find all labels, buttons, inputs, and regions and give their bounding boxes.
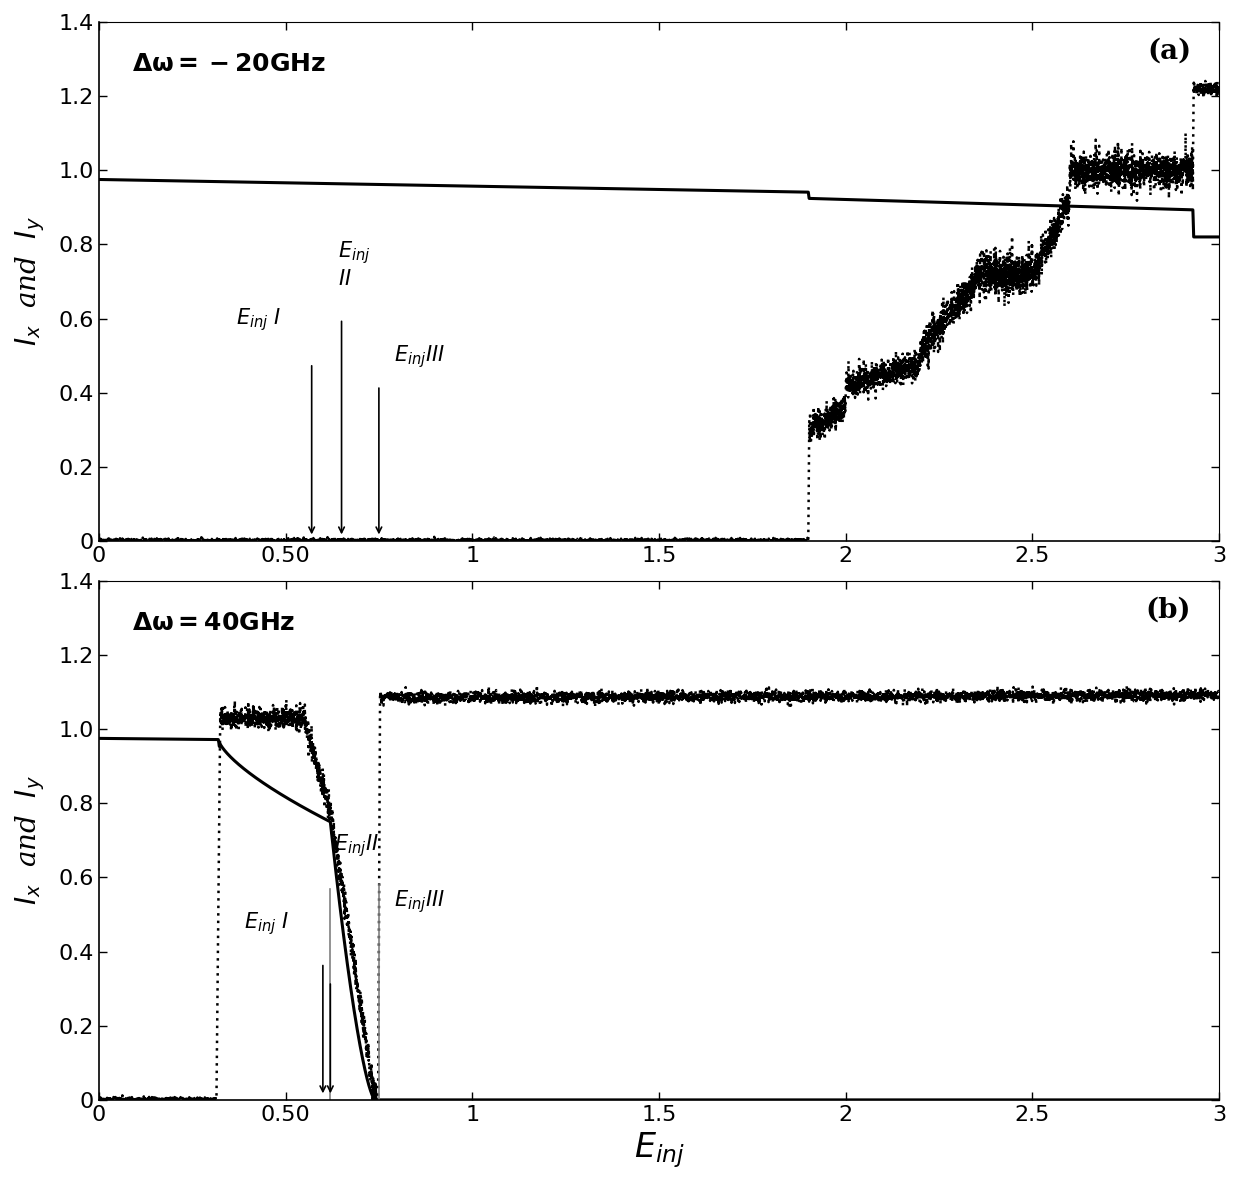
Text: $\bf{\Delta\omega= -20GHz}$: $\bf{\Delta\omega= -20GHz}$ [133,53,326,76]
Text: (b): (b) [1146,597,1192,623]
X-axis label: $E_{inj}$: $E_{inj}$ [634,1131,684,1170]
Text: $E_{inj}$ $I$: $E_{inj}$ $I$ [244,910,290,937]
Text: (a): (a) [1147,38,1192,64]
Y-axis label: $I_x$  and  $I_y$: $I_x$ and $I_y$ [14,217,47,347]
Y-axis label: $I_x$  and  $I_y$: $I_x$ and $I_y$ [14,776,47,906]
Text: $E_{inj}$ $I$: $E_{inj}$ $I$ [237,307,281,334]
Text: $E_{inj}$
$II$: $E_{inj}$ $II$ [337,239,371,289]
Text: $E_{inj}$$II$: $E_{inj}$$II$ [334,832,379,858]
Text: $\bf{\Delta\omega=40GHz}$: $\bf{\Delta\omega=40GHz}$ [133,612,296,635]
Text: $E_{inj}$$III$: $E_{inj}$$III$ [394,343,445,371]
Text: $E_{inj}$$III$: $E_{inj}$$III$ [394,888,445,914]
